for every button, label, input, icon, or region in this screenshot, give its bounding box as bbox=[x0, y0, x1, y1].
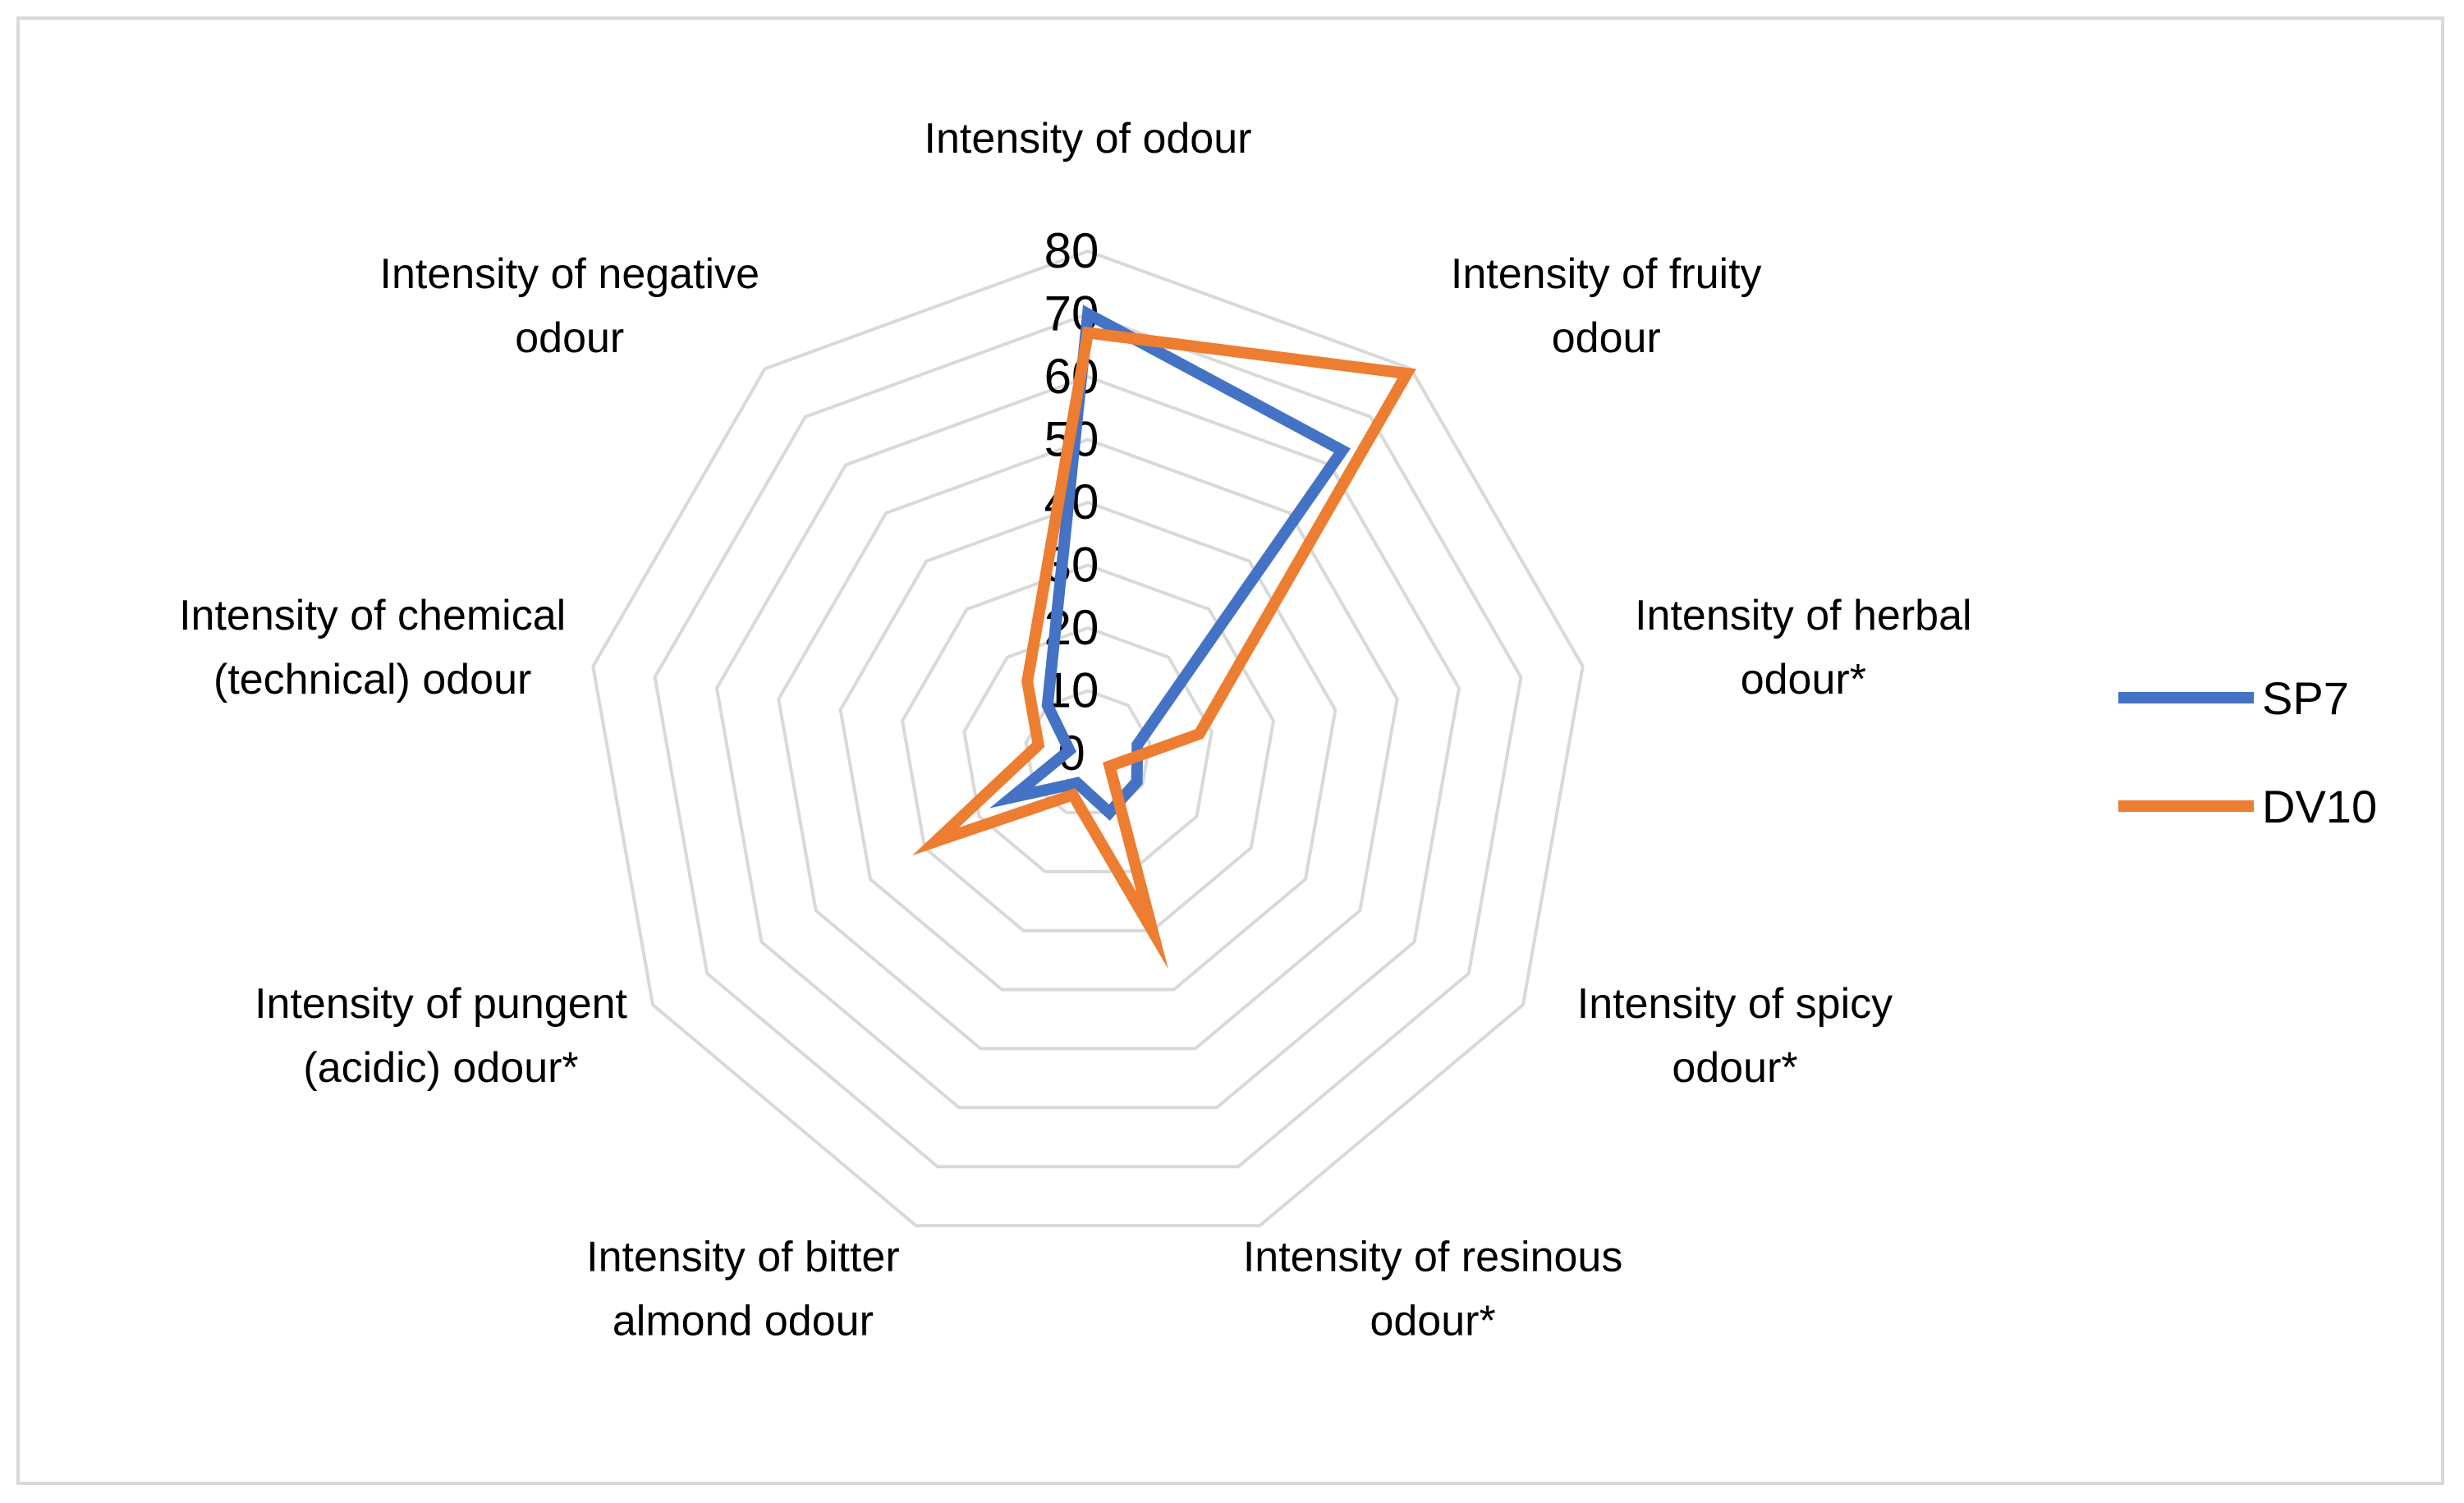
axis-label: Intensity of chemical (technical) odour bbox=[179, 592, 566, 703]
axis-label: Intensity of resinous odour* bbox=[1243, 1234, 1622, 1345]
axis-label: Intensity of spicy odour* bbox=[1577, 980, 1893, 1092]
axis-labels: Intensity of odour Intensity of fruity odo… bbox=[179, 115, 1971, 1345]
grid-ring bbox=[838, 500, 1338, 992]
axis-label: Intensity of odour bbox=[925, 115, 1252, 163]
grid-ring bbox=[591, 249, 1585, 1228]
axis-label: Intensity of bitter almond odour bbox=[586, 1234, 900, 1345]
legend-label: DV10 bbox=[2262, 781, 2377, 832]
series-line-sp7 bbox=[989, 305, 1351, 821]
legend-label: SP7 bbox=[2262, 672, 2349, 724]
grid-ring bbox=[714, 374, 1461, 1110]
chart-frame bbox=[16, 16, 2444, 1485]
grid-ring bbox=[962, 625, 1214, 873]
axis-label: Intensity of herbal odour* bbox=[1635, 592, 1971, 703]
legend: SP7 DV10 bbox=[2118, 672, 2377, 832]
grid-ring bbox=[777, 438, 1399, 1051]
series-lines bbox=[912, 305, 1416, 969]
axis-label: Intensity of fruity odour bbox=[1451, 250, 1762, 362]
axis-label: Intensity of negative odour bbox=[380, 250, 760, 362]
axis-label: Intensity of pungent (acidic) odour* bbox=[255, 980, 627, 1092]
grid-ring bbox=[653, 312, 1523, 1169]
tick-label: 80 bbox=[1044, 223, 1099, 278]
series-line-dv10 bbox=[912, 326, 1416, 969]
